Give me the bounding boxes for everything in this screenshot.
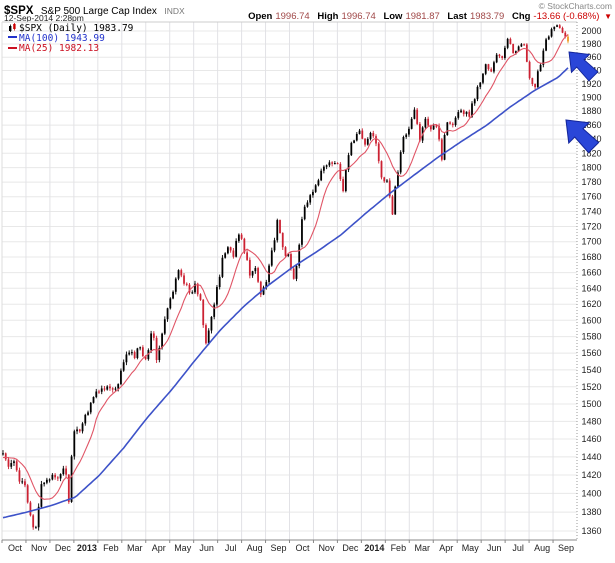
quote-row: Open 1996.74 High 1996.74 Low 1981.87 Last 1… (243, 11, 612, 22)
ma100-line (2, 67, 569, 519)
x-axis-month-label: Oct (8, 543, 23, 553)
y-axis-tick-label: 1480 (582, 416, 602, 426)
x-axis-month-label: Nov (31, 543, 48, 553)
high-label: High (317, 11, 339, 22)
x-axis-month-label: Dec (55, 543, 72, 553)
y-axis-tick-label: 1920 (582, 79, 602, 89)
chart-title: $SPX S&P 500 Large Cap Index INDX (4, 1, 185, 19)
x-axis-month-label: Jul (512, 543, 524, 553)
low-label: Low (383, 11, 403, 22)
y-axis-tick-label: 1400 (582, 488, 602, 498)
y-axis-tick-label: 1420 (582, 470, 602, 480)
y-axis-tick-label: 2000 (582, 26, 602, 36)
chart-legend: $SPX (Daily) 1983.79 MA(100) 1943.99 MA(… (8, 23, 133, 55)
last-label: Last (447, 11, 467, 22)
x-axis-month-label: Sep (271, 543, 287, 553)
x-axis-month-label: 2013 (77, 543, 97, 553)
y-axis-tick-label: 1360 (582, 526, 602, 536)
open-label: Open (248, 11, 273, 22)
y-axis-tick-label: 1880 (582, 106, 602, 116)
arrow-to-last-price (568, 51, 599, 82)
ma100-line-swatch (8, 36, 17, 38)
y-axis-tick-label: 1620 (582, 299, 602, 309)
open-value: 1996.74 (275, 11, 310, 22)
x-axis-month-label: Oct (295, 543, 310, 553)
x-axis-month-label: Dec (342, 543, 359, 553)
ma25-line-swatch (8, 46, 17, 49)
axis-labels: 1360 1380 1400 1420 1440 1460 1480 1500 1520 1540… (8, 26, 602, 553)
x-axis-month-label: Nov (318, 543, 335, 553)
arrow-to-ma100 (565, 119, 600, 154)
x-axis-month-label: Jul (225, 543, 237, 553)
y-axis-tick-label: 1640 (582, 283, 602, 293)
timestamp: 12-Sep-2014 2:28pm (4, 13, 84, 23)
y-axis-tick-label: 1440 (582, 452, 602, 462)
legend-ma25-row: MA(25) 1982.13 (8, 43, 133, 55)
x-axis-month-label: 2014 (364, 543, 384, 553)
y-axis-tick-label: 1580 (582, 332, 602, 342)
legend-series-label: $SPX (Daily) 1983.79 (19, 23, 134, 34)
y-axis-tick-label: 1720 (582, 222, 602, 232)
x-axis-month-label: Jun (199, 543, 214, 553)
x-axis-month-label: Feb (103, 543, 119, 553)
x-axis-month-label: Sep (558, 543, 574, 553)
exchange-label: INDX (164, 6, 185, 16)
x-axis-month-label: Mar (415, 543, 431, 553)
grid-lines (2, 22, 577, 540)
y-axis-tick-label: 1780 (582, 177, 602, 187)
legend-ma100-row: MA(100) 1943.99 (8, 32, 133, 45)
legend-ma100-label: MA(100) 1943.99 (19, 32, 105, 44)
y-axis-tick-label: 1660 (582, 268, 602, 278)
candlestick-chart-icon (8, 23, 17, 36)
y-axis-tick-label: 1560 (582, 348, 602, 358)
high-value: 1996.74 (341, 11, 376, 22)
y-axis-tick-label: 1520 (582, 382, 602, 392)
annotation-arrows (565, 51, 600, 154)
y-axis-tick-label: 1740 (582, 207, 602, 217)
legend-ma25-label: MA(25) 1982.13 (19, 43, 100, 54)
y-axis-tick-label: 1760 (582, 192, 602, 202)
x-axis-month-label: Mar (127, 543, 143, 553)
y-axis-tick-label: 1820 (582, 148, 602, 158)
x-axis-month-label: May (462, 543, 480, 553)
chg-label: Chg (511, 11, 531, 22)
x-axis-month-label: Apr (439, 543, 453, 553)
y-axis-tick-label: 1540 (582, 365, 602, 375)
x-axis-month-label: Aug (534, 543, 550, 553)
low-value: 1981.87 (405, 11, 440, 22)
x-axis-month-label: Feb (391, 543, 407, 553)
candlesticks (2, 24, 569, 531)
y-axis-tick-label: 1800 (582, 163, 602, 173)
moving-average-lines (2, 34, 569, 519)
y-axis-tick-label: 1500 (582, 399, 602, 409)
chg-value: -13.66 (-0.68%) (533, 11, 600, 22)
x-axis-month-label: Apr (152, 543, 166, 553)
copyright: © StockCharts.com (538, 1, 612, 11)
y-axis-tick-label: 1460 (582, 434, 602, 444)
y-axis-tick-label: 1980 (582, 39, 602, 49)
y-axis-tick-label: 1600 (582, 315, 602, 325)
symbol-label: $SPX (4, 5, 34, 17)
x-axis-month-label: Aug (247, 543, 263, 553)
chg-down-triangle-icon[interactable]: ▼ (604, 12, 612, 21)
x-axis-month-label: Jun (487, 543, 502, 553)
last-value: 1983.79 (469, 11, 505, 22)
y-axis-tick-label: 1860 (582, 120, 602, 130)
x-axis-month-label: May (174, 543, 192, 553)
y-axis-tick-label: 1900 (582, 93, 602, 103)
y-axis-tick-label: 1380 (582, 507, 602, 517)
symbol-name: S&P 500 Large Cap Index (40, 6, 157, 17)
y-axis-tick-label: 1960 (582, 52, 602, 62)
ma25-line (2, 34, 569, 500)
legend-series-row: $SPX (Daily) 1983.79 (8, 23, 133, 34)
y-axis-tick-label: 1680 (582, 252, 602, 262)
plot-frame (1, 21, 578, 543)
y-axis-tick-label: 1700 (582, 237, 602, 247)
